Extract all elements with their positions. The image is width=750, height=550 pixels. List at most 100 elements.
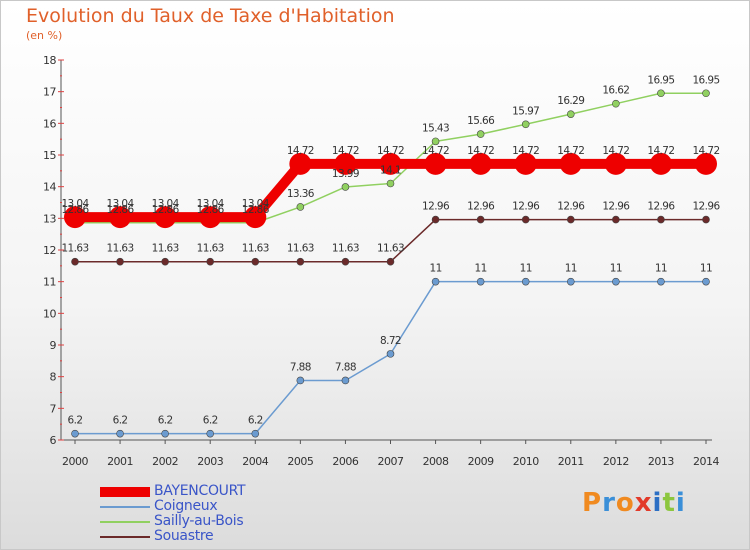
data-label: 11 <box>475 263 487 275</box>
data-point <box>341 257 350 266</box>
data-point <box>566 110 575 118</box>
x-tick-label: 2004 <box>242 455 268 468</box>
data-label: 14.72 <box>422 145 449 157</box>
data-label: 16.95 <box>647 74 674 86</box>
logo-letter: i <box>652 488 663 518</box>
data-label: 14.72 <box>332 145 359 157</box>
data-label: 14.1 <box>380 165 401 177</box>
data-point <box>612 215 620 224</box>
data-point <box>695 152 717 175</box>
y-tick-label: 13 <box>43 212 56 225</box>
data-point <box>109 206 132 229</box>
data-point <box>657 277 665 286</box>
data-point <box>206 257 215 266</box>
data-label: 11.63 <box>242 243 269 255</box>
data-point <box>521 120 530 129</box>
data-point <box>431 137 440 146</box>
data-point <box>476 215 485 224</box>
data-label: 12.96 <box>422 201 450 213</box>
logo-letter: x <box>634 488 653 518</box>
data-point <box>702 89 710 98</box>
data-label: 11.63 <box>61 243 88 255</box>
data-point <box>604 152 627 175</box>
data-point <box>431 215 440 224</box>
x-tick-label: 2001 <box>107 455 133 468</box>
logo-letter: t <box>662 488 676 518</box>
legend-item: Sailly-au-Bois <box>100 513 400 529</box>
logo-letter: r <box>602 488 616 518</box>
logo-letter: P <box>582 488 603 518</box>
data-point <box>612 99 620 108</box>
x-tick-label: 2009 <box>468 455 494 468</box>
legend-label: Sailly-au-Bois <box>154 513 244 529</box>
data-label: 11.63 <box>377 243 404 255</box>
y-tick-label: 8 <box>50 371 57 384</box>
data-point <box>702 277 710 286</box>
data-label: 12.96 <box>647 201 675 213</box>
data-label: 12.96 <box>467 201 495 213</box>
y-tick-label: 11 <box>43 276 56 289</box>
data-point <box>566 215 575 224</box>
data-label: 6.2 <box>68 415 83 427</box>
data-label: 11.63 <box>332 243 359 255</box>
data-label: 12.86 <box>61 204 89 216</box>
legend-swatch <box>100 521 150 523</box>
legend: BAYENCOURT Coigneux Sailly-au-Bois Souastre <box>100 483 400 544</box>
data-label: 15.66 <box>467 115 495 127</box>
data-point <box>244 206 267 229</box>
legend-label: Coigneux <box>154 498 218 514</box>
data-point <box>64 206 86 229</box>
x-tick-label: 2012 <box>603 455 629 468</box>
data-label: 14.72 <box>377 145 404 157</box>
data-point <box>559 152 582 175</box>
data-label: 13.99 <box>332 168 359 180</box>
data-point <box>71 429 79 438</box>
data-point <box>154 206 177 229</box>
data-label: 11.63 <box>197 243 224 255</box>
data-point <box>424 152 447 175</box>
x-tick-label: 2008 <box>423 455 449 468</box>
x-tick-label: 2006 <box>332 455 358 468</box>
data-label: 14.72 <box>467 145 494 157</box>
x-tick-label: 2002 <box>152 455 178 468</box>
data-label: 12.96 <box>602 201 630 213</box>
data-point <box>386 179 395 188</box>
data-point <box>251 257 260 266</box>
data-point <box>116 429 124 438</box>
legend-item: Coigneux <box>100 498 400 514</box>
data-point <box>296 376 305 385</box>
legend-swatch <box>100 487 150 497</box>
y-tick-label: 9 <box>50 339 57 352</box>
data-label: 13.04 <box>152 198 180 210</box>
data-label: 6.2 <box>113 415 128 427</box>
data-label: 11.63 <box>287 243 314 255</box>
data-label: 11 <box>700 263 712 275</box>
data-point <box>341 376 350 385</box>
data-point <box>657 89 665 98</box>
data-point <box>71 257 79 266</box>
x-tick-label: 2003 <box>197 455 223 468</box>
y-tick-label: 7 <box>50 402 57 415</box>
data-label: 11 <box>429 263 441 275</box>
legend-label: BAYENCOURT <box>154 483 246 499</box>
y-tick-label: 6 <box>50 434 57 447</box>
data-point <box>334 152 357 175</box>
data-label: 13.04 <box>107 198 135 210</box>
data-point <box>379 152 402 175</box>
data-label: 14.72 <box>512 145 539 157</box>
legend-swatch <box>100 506 150 508</box>
data-point <box>341 183 350 191</box>
data-label: 12.96 <box>512 201 540 213</box>
data-point <box>566 277 575 286</box>
data-label: 14.72 <box>602 145 629 157</box>
y-tick-label: 10 <box>43 307 56 320</box>
data-label: 11.63 <box>107 243 134 255</box>
data-label: 15.97 <box>512 105 539 117</box>
data-point <box>521 277 530 286</box>
data-label: 12.86 <box>242 204 270 216</box>
data-label: 13.36 <box>287 188 315 200</box>
data-point <box>521 215 530 224</box>
legend-item: Souastre <box>100 528 400 544</box>
data-label: 14.72 <box>557 145 584 157</box>
